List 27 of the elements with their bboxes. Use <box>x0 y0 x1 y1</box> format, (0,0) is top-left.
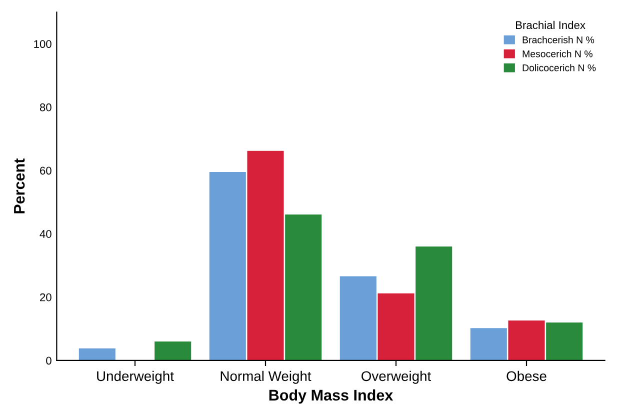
x-tick-label: Overweight <box>362 370 432 384</box>
legend-title: Brachial Index <box>516 20 586 30</box>
x-axis-title: Body Mass Index <box>269 389 394 404</box>
bar <box>470 328 507 360</box>
bar <box>546 322 583 360</box>
y-tick-label: 20 <box>40 293 52 302</box>
y-tick-label: 40 <box>40 230 52 238</box>
x-tick-label: Underweight <box>97 370 174 384</box>
x-tick-label: Obese <box>506 370 546 382</box>
y-axis-title: Percent <box>14 158 25 214</box>
legend-label: Mesocerich N % <box>522 50 592 58</box>
y-tick-label: 60 <box>40 166 52 175</box>
y-tick-label: 100 <box>34 40 52 48</box>
bar <box>247 150 284 360</box>
bar <box>154 341 192 360</box>
bar <box>78 348 116 360</box>
legend-label: Dolicocerich N % <box>522 64 596 72</box>
bar <box>378 293 414 360</box>
y-tick-label: 80 <box>40 103 52 112</box>
bar <box>508 320 545 360</box>
bar <box>209 172 246 360</box>
bar <box>285 214 322 360</box>
legend-label: Brachcerish N % <box>522 36 594 44</box>
y-tick-label: 0 <box>46 356 52 365</box>
x-tick-label: Normal Weight <box>220 370 312 384</box>
bar <box>340 276 376 360</box>
bar <box>416 246 452 360</box>
